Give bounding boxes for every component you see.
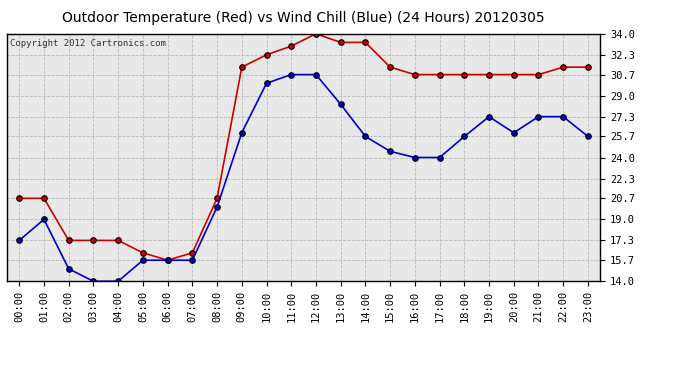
Text: Copyright 2012 Cartronics.com: Copyright 2012 Cartronics.com: [10, 39, 166, 48]
Text: Outdoor Temperature (Red) vs Wind Chill (Blue) (24 Hours) 20120305: Outdoor Temperature (Red) vs Wind Chill …: [62, 11, 545, 25]
